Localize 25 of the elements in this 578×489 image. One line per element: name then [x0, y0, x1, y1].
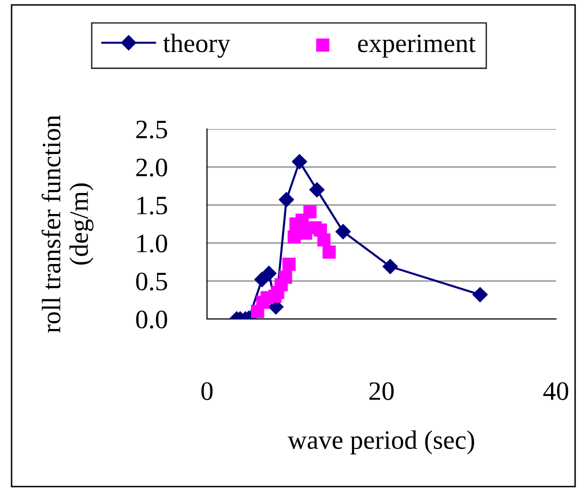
x-axis-title: wave period (sec)	[288, 430, 474, 454]
y-tick-label: 0.0	[136, 310, 168, 329]
legend-label: experiment	[358, 34, 476, 58]
legend-label: theory	[163, 34, 230, 58]
point	[336, 224, 351, 240]
y-tick-label: 2.0	[136, 158, 168, 177]
point	[303, 205, 317, 218]
point	[309, 182, 325, 198]
point	[261, 266, 277, 281]
point	[472, 287, 488, 302]
point	[382, 258, 398, 274]
x-tick-label: 40	[543, 382, 568, 400]
y-tick-label: 2.5	[136, 120, 168, 139]
y-tick-label: 1.5	[137, 196, 168, 215]
point	[317, 233, 331, 247]
point	[282, 258, 296, 271]
y-tick-label: 0.5	[136, 272, 168, 291]
x-tick-label: 0	[201, 382, 213, 400]
y-axis-title: roll transfer function (deg/m)	[42, 115, 94, 333]
point	[278, 270, 292, 284]
point	[292, 154, 308, 170]
x-tick-label: 20	[369, 382, 394, 400]
point	[278, 192, 294, 208]
y-tick-label: 1.0	[137, 234, 168, 253]
point	[322, 246, 336, 259]
